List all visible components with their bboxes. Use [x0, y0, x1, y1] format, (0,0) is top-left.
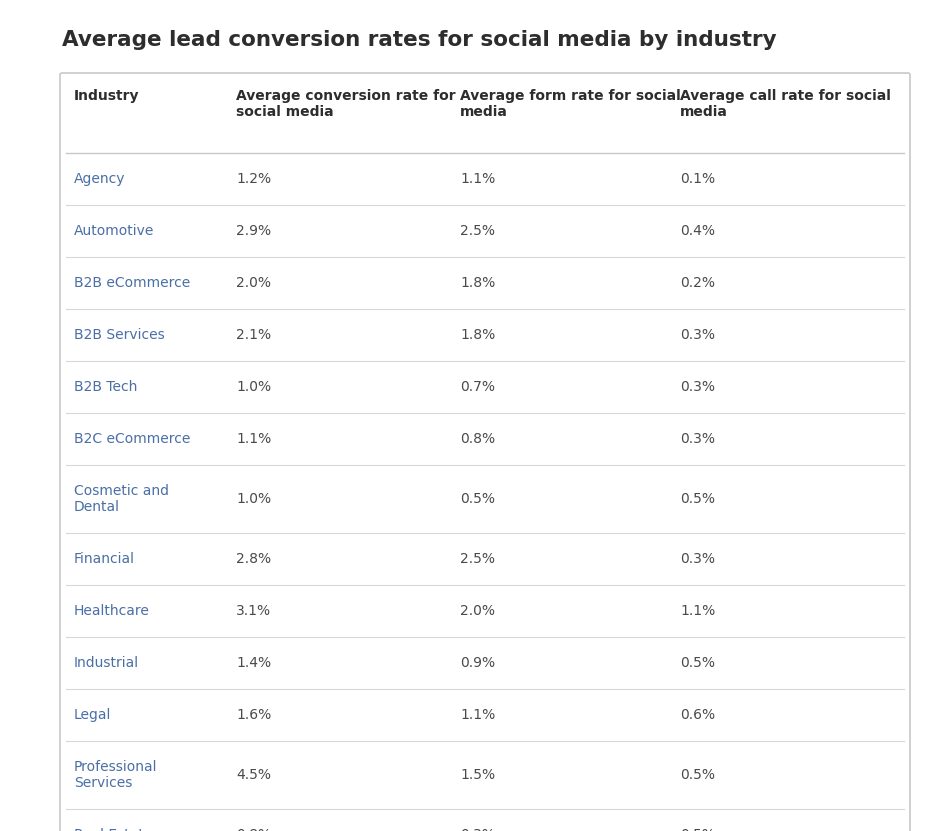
Text: 0.5%: 0.5% [680, 768, 715, 782]
Text: 2.1%: 2.1% [236, 328, 271, 342]
Text: Financial: Financial [74, 552, 135, 566]
Text: Professional
Services: Professional Services [74, 760, 158, 790]
Text: 0.3%: 0.3% [680, 552, 715, 566]
Text: B2C eCommerce: B2C eCommerce [74, 432, 190, 446]
Text: 0.6%: 0.6% [680, 708, 715, 722]
Text: 0.5%: 0.5% [680, 828, 715, 831]
Text: 3.1%: 3.1% [236, 604, 271, 618]
Text: 1.0%: 1.0% [236, 380, 271, 394]
Text: Cosmetic and
Dental: Cosmetic and Dental [74, 484, 169, 514]
Text: 0.8%: 0.8% [236, 828, 271, 831]
Text: 1.8%: 1.8% [460, 276, 495, 290]
Text: 1.8%: 1.8% [460, 328, 495, 342]
Text: 0.9%: 0.9% [460, 656, 495, 670]
Text: 0.2%: 0.2% [680, 276, 715, 290]
FancyBboxPatch shape [59, 73, 909, 831]
Text: 0.5%: 0.5% [460, 492, 495, 506]
Text: 0.3%: 0.3% [680, 432, 715, 446]
Text: 0.7%: 0.7% [460, 380, 495, 394]
Text: Average call rate for social
media: Average call rate for social media [680, 89, 890, 119]
Text: 2.0%: 2.0% [460, 604, 495, 618]
Text: B2B Tech: B2B Tech [74, 380, 137, 394]
Text: Industry: Industry [74, 89, 140, 103]
Text: 0.1%: 0.1% [680, 172, 715, 186]
Text: 2.5%: 2.5% [460, 552, 495, 566]
Text: 0.3%: 0.3% [460, 828, 495, 831]
Text: 4.5%: 4.5% [236, 768, 271, 782]
Text: 2.0%: 2.0% [236, 276, 271, 290]
Text: 0.8%: 0.8% [460, 432, 495, 446]
Text: Legal: Legal [74, 708, 111, 722]
Text: Average conversion rate for
social media: Average conversion rate for social media [236, 89, 455, 119]
Text: 1.2%: 1.2% [236, 172, 271, 186]
Text: Industrial: Industrial [74, 656, 139, 670]
Text: 0.3%: 0.3% [680, 380, 715, 394]
Text: Agency: Agency [74, 172, 126, 186]
Text: Healthcare: Healthcare [74, 604, 150, 618]
Text: 2.5%: 2.5% [460, 224, 495, 238]
Text: 1.4%: 1.4% [236, 656, 271, 670]
Text: 1.1%: 1.1% [460, 708, 495, 722]
Text: B2B eCommerce: B2B eCommerce [74, 276, 190, 290]
Text: 1.1%: 1.1% [460, 172, 495, 186]
Text: B2B Services: B2B Services [74, 328, 164, 342]
Text: 1.6%: 1.6% [236, 708, 271, 722]
Text: 0.5%: 0.5% [680, 492, 715, 506]
Text: Average lead conversion rates for social media by industry: Average lead conversion rates for social… [62, 30, 776, 50]
Text: 2.8%: 2.8% [236, 552, 271, 566]
Text: 1.0%: 1.0% [236, 492, 271, 506]
Text: Real Estate: Real Estate [74, 828, 152, 831]
Text: 0.4%: 0.4% [680, 224, 715, 238]
Text: 2.9%: 2.9% [236, 224, 271, 238]
Text: 1.1%: 1.1% [680, 604, 715, 618]
Text: 1.1%: 1.1% [236, 432, 271, 446]
Text: 0.5%: 0.5% [680, 656, 715, 670]
Text: Automotive: Automotive [74, 224, 154, 238]
Text: 1.5%: 1.5% [460, 768, 495, 782]
Text: Average form rate for social
media: Average form rate for social media [460, 89, 680, 119]
Text: 0.3%: 0.3% [680, 328, 715, 342]
